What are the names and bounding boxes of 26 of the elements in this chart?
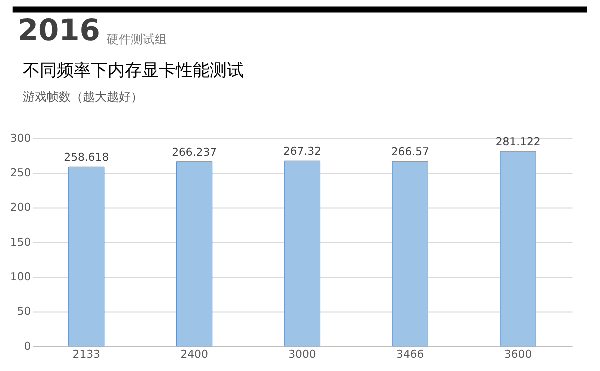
y-tick-label: 250	[10, 166, 32, 180]
data-label: 266.237	[172, 146, 218, 159]
y-tick-label: 50	[17, 305, 32, 318]
chart-subtitle: 游戏帧数（越大越好）	[22, 90, 143, 104]
data-label: 267.32	[283, 145, 322, 158]
x-tick-label: 3000	[288, 348, 316, 361]
data-label: 266.57	[391, 146, 430, 159]
chart-title: 不同频率下内存显卡性能测试	[22, 60, 244, 80]
y-tick-label: 100	[10, 270, 32, 284]
text: 2016	[18, 13, 100, 48]
bar	[500, 151, 536, 347]
y-tick-label: 0	[24, 340, 32, 353]
y-tick-label: 200	[10, 201, 32, 214]
text: 硬件测试组	[106, 32, 167, 46]
bar	[68, 166, 105, 347]
y-tick-label: 300	[10, 132, 32, 145]
x-tick-label: 2133	[72, 348, 101, 361]
bar	[392, 161, 428, 347]
y-tick-label: 150	[10, 236, 32, 249]
x-tick-label: 3466	[396, 348, 424, 361]
bar	[284, 160, 321, 347]
data-label: 281.122	[496, 136, 541, 149]
bar	[176, 162, 213, 347]
data-label: 258.618	[64, 151, 110, 164]
x-tick-label: 3600	[504, 348, 532, 361]
x-tick-label: 2400	[180, 348, 208, 361]
